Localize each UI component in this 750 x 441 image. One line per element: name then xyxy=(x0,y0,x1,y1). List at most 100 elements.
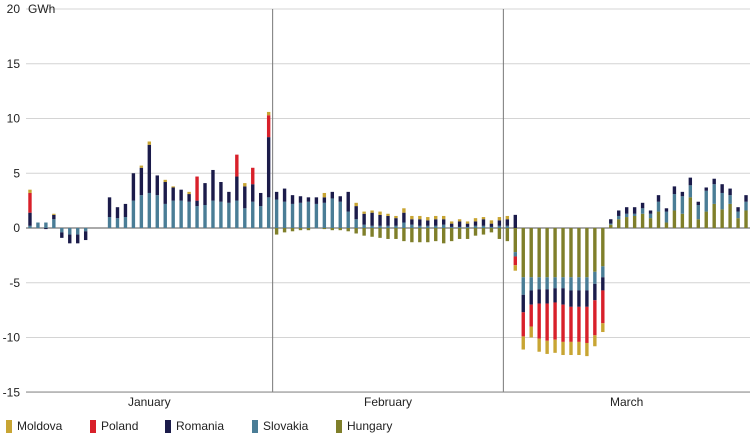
bar-segment-slovakia xyxy=(314,203,319,228)
bar-segment-slovakia xyxy=(28,225,32,228)
month-label: February xyxy=(364,395,412,409)
bar-segment-slovakia xyxy=(465,226,470,228)
bar-segment-hungary xyxy=(402,228,406,242)
bar-segment-slovakia xyxy=(139,195,144,228)
bar-segment-slovakia xyxy=(330,198,335,228)
bar-segment-moldova xyxy=(561,341,565,356)
bar-segment-slovakia xyxy=(346,211,350,228)
bar-segment-slovakia xyxy=(521,277,525,295)
bar-segment-slovakia xyxy=(107,217,112,228)
bar-segment-slovakia xyxy=(664,211,669,223)
bar-segment-moldova xyxy=(243,183,247,187)
legend-label-slovakia: Slovakia xyxy=(263,419,309,433)
bar-segment-hungary xyxy=(513,228,517,253)
bar-segment-slovakia xyxy=(338,201,342,228)
bar-segment-hungary xyxy=(720,209,724,228)
bar-segment-poland xyxy=(529,304,533,327)
bar-segment-slovakia xyxy=(529,277,533,291)
bar-segment-poland xyxy=(577,306,581,342)
bar-segment-slovakia xyxy=(211,200,215,228)
bar-segment-slovakia xyxy=(704,190,708,212)
bar-segment-hungary xyxy=(394,228,398,239)
bar-segment-slovakia xyxy=(672,194,677,211)
bar-segment-poland xyxy=(266,115,271,138)
bar-segment-poland xyxy=(545,303,549,341)
bar-segment-slovakia xyxy=(44,222,48,228)
legend-label-romania: Romania xyxy=(176,419,225,433)
bar-segment-slovakia xyxy=(712,184,716,204)
bar-segment-romania xyxy=(704,187,708,191)
bar-segment-romania xyxy=(123,203,128,218)
bar-segment-romania xyxy=(163,182,167,204)
bar-segment-moldova xyxy=(163,179,167,183)
bar-segment-slovakia xyxy=(473,225,478,228)
bar-segment-moldova xyxy=(147,141,152,145)
bar-segment-hungary xyxy=(656,211,661,228)
bar-segment-slovakia xyxy=(720,192,724,210)
bar-segment-slovakia xyxy=(370,225,374,228)
bar-segment-romania xyxy=(736,207,740,212)
bar-segment-romania xyxy=(426,220,430,226)
bar-segment-slovakia xyxy=(36,222,40,228)
bar-segment-hungary xyxy=(593,228,597,272)
bar-segment-hungary xyxy=(561,228,565,278)
y-tick-label: 20 xyxy=(7,2,21,16)
bar-segment-romania xyxy=(672,186,677,195)
chart-legend: Moldova Poland Romania Slovakia Hungary xyxy=(0,416,750,436)
bar-segment-moldova xyxy=(529,326,533,338)
bar-segment-slovakia xyxy=(60,228,64,233)
bar-segment-slovakia xyxy=(402,222,406,228)
bar-segment-slovakia xyxy=(274,199,279,228)
bar-segment-moldova xyxy=(52,213,56,215)
bar-segment-slovakia xyxy=(561,277,565,289)
bar-segment-romania xyxy=(338,196,342,202)
bar-segment-slovakia xyxy=(227,202,231,228)
bar-segment-romania xyxy=(473,221,478,226)
bar-segment-slovakia xyxy=(457,226,462,228)
bar-segment-hungary xyxy=(370,228,374,237)
bar-segment-hungary xyxy=(362,228,366,236)
bar-segment-romania xyxy=(585,290,589,307)
bar-segment-romania xyxy=(609,219,613,224)
y-tick-label: -15 xyxy=(3,385,21,399)
bar-segment-hungary xyxy=(418,228,422,243)
bar-segment-romania xyxy=(441,219,446,225)
y-tick-label: 10 xyxy=(7,112,21,126)
bar-segment-romania xyxy=(569,290,573,307)
y-tick-label: 15 xyxy=(7,57,21,71)
bar-segment-slovakia xyxy=(362,224,366,228)
bar-segment-romania xyxy=(386,215,390,226)
bar-segment-romania xyxy=(28,212,32,226)
bar-segment-romania xyxy=(155,175,159,196)
bar-segment-moldova xyxy=(362,211,366,214)
month-label: March xyxy=(610,395,643,409)
bar-segment-moldova xyxy=(266,111,271,116)
bar-segment-slovakia xyxy=(52,219,56,228)
bar-segment-romania xyxy=(290,195,295,204)
bar-segment-slovakia xyxy=(497,225,502,228)
bar-segment-romania xyxy=(139,167,144,196)
bar-segment-slovakia xyxy=(632,213,637,216)
bar-segment-romania xyxy=(410,219,414,225)
bar-segment-romania xyxy=(640,202,645,209)
y-tick-label: 0 xyxy=(13,221,20,235)
legend-label-moldova: Moldova xyxy=(17,419,63,433)
bar-segment-poland xyxy=(569,306,573,342)
bar-segment-romania xyxy=(107,197,112,218)
bar-segment-slovakia xyxy=(648,213,653,219)
bar-segment-romania xyxy=(394,218,398,226)
bar-segment-romania xyxy=(696,201,700,206)
bar-segment-moldova xyxy=(434,215,438,220)
bar-segment-moldova xyxy=(601,323,605,333)
bar-segment-slovakia xyxy=(147,192,152,228)
bar-segment-moldova xyxy=(521,336,525,350)
bar-segment-slovakia xyxy=(418,225,422,228)
legend-item-poland: Poland xyxy=(90,416,138,436)
bar-segment-poland xyxy=(521,312,525,337)
bar-segment-hungary xyxy=(449,228,454,242)
bar-segment-poland xyxy=(601,290,605,324)
bar-segment-slovakia xyxy=(171,200,175,228)
bar-segment-hungary xyxy=(624,217,629,228)
bar-segment-romania xyxy=(744,195,748,202)
bar-segment-hungary xyxy=(457,228,462,239)
